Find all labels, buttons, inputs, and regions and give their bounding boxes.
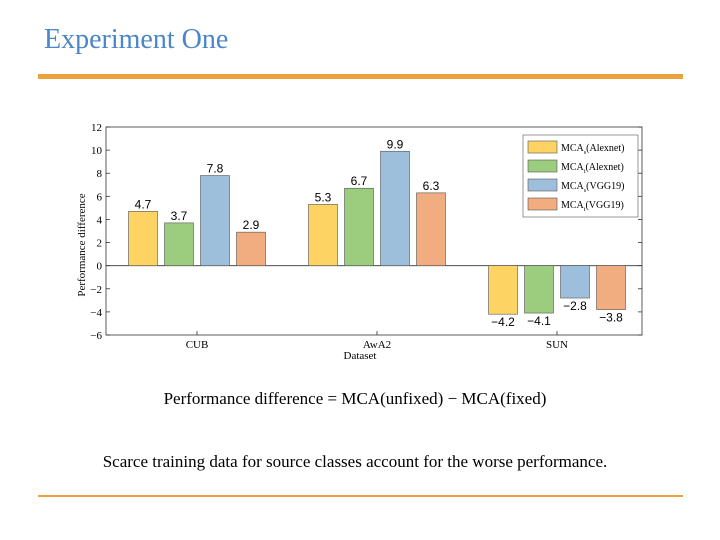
y-tick-label: −2 — [90, 284, 102, 296]
bar-value-label: 2.9 — [243, 218, 260, 232]
note-text: Scarce training data for source classes … — [102, 452, 608, 471]
bar — [164, 222, 194, 266]
slide-title: Experiment One — [44, 24, 229, 55]
bar-value-label: −2.8 — [563, 299, 587, 313]
legend-subscript: s — [584, 150, 587, 156]
bar-value-label: 6.7 — [351, 174, 368, 188]
bar — [560, 265, 590, 299]
legend-entry: MCAt(VGG19) — [561, 200, 624, 213]
bar-value-label: 4.7 — [135, 197, 152, 211]
bar-value-label: 6.3 — [423, 179, 440, 193]
legend-rest: (Alexnet) — [586, 143, 624, 154]
plot-frame — [105, 126, 643, 336]
x-tick-label: AwA2 — [363, 339, 391, 351]
y-tick-label: 2 — [97, 238, 103, 250]
y-tick-label: 6 — [97, 191, 103, 203]
y-tick-label: 12 — [91, 122, 102, 134]
bar — [344, 187, 374, 266]
legend-rest: (VGG19) — [586, 181, 624, 192]
bar-value-label: −4.1 — [527, 314, 551, 328]
bar-value-label: 9.9 — [387, 137, 404, 151]
footer-divider — [38, 495, 683, 497]
legend-main: MCA — [561, 162, 585, 173]
legend-main: MCA — [561, 200, 585, 211]
y-tick-label: 10 — [91, 145, 103, 157]
legend-subscript: t — [584, 207, 586, 213]
legend-main: MCA — [561, 143, 585, 154]
bar-value-label: −4.2 — [491, 315, 515, 329]
bar — [488, 265, 518, 315]
x-tick-label: SUN — [546, 339, 568, 351]
bars — [128, 150, 626, 315]
x-axis-label: Dataset — [344, 350, 377, 362]
bar-value-label: 3.7 — [171, 209, 188, 223]
bar — [524, 265, 554, 314]
y-tick-label: −6 — [90, 330, 102, 342]
bar — [128, 211, 158, 266]
legend-entry: MCAt(Alexnet) — [561, 162, 624, 175]
title-divider — [38, 74, 683, 79]
bar — [596, 265, 626, 310]
bar — [416, 192, 446, 266]
legend-swatch — [527, 159, 558, 173]
bar-value-label: −3.8 — [599, 311, 623, 325]
bar — [308, 204, 338, 266]
y-tick-label: 8 — [97, 168, 103, 180]
bar-value-label: 5.3 — [315, 190, 332, 204]
bar-value-label: 7.8 — [207, 162, 224, 176]
y-tick-label: 4 — [97, 214, 103, 226]
axes: 12 10 8 6 4 2 0 −2 −4 −6 CUB AwA2 SUN — [90, 122, 643, 351]
legend: MCAs(Alexnet)MCAt(Alexnet)MCAs(VGG19)MCA… — [522, 134, 639, 218]
legend-main: MCA — [561, 181, 585, 192]
bar — [236, 231, 266, 266]
y-tick-label: 0 — [97, 261, 103, 273]
y-axis-label: Performance difference — [76, 193, 88, 296]
legend-rest: (VGG19) — [585, 200, 623, 211]
bar — [380, 150, 410, 266]
legend-rest: (Alexnet) — [585, 162, 623, 173]
bar — [200, 175, 230, 266]
bar-chart: 12 10 8 6 4 2 0 −2 −4 −6 CUB AwA2 SUN 4.7 5.3 −4.2 3.7 6… — [76, 122, 643, 362]
data-labels: 4.7 5.3 −4.2 3.7 6.7 −4.1 7.8 9.9 −2.8 2.9 6.3 −3.8 — [135, 137, 624, 329]
legend-swatch — [527, 178, 558, 192]
legend-entry: MCAs(VGG19) — [561, 181, 624, 194]
legend-entry: MCAs(Alexnet) — [561, 143, 624, 156]
legend-subscript: s — [584, 188, 587, 194]
legend-swatch — [527, 140, 558, 154]
legend-swatch — [527, 197, 558, 211]
y-tick-label: −4 — [90, 307, 102, 319]
x-tick-label: CUB — [186, 339, 209, 351]
formula-text: Performance difference = MCA(unfixed) − … — [163, 389, 547, 408]
legend-subscript: t — [584, 169, 586, 175]
